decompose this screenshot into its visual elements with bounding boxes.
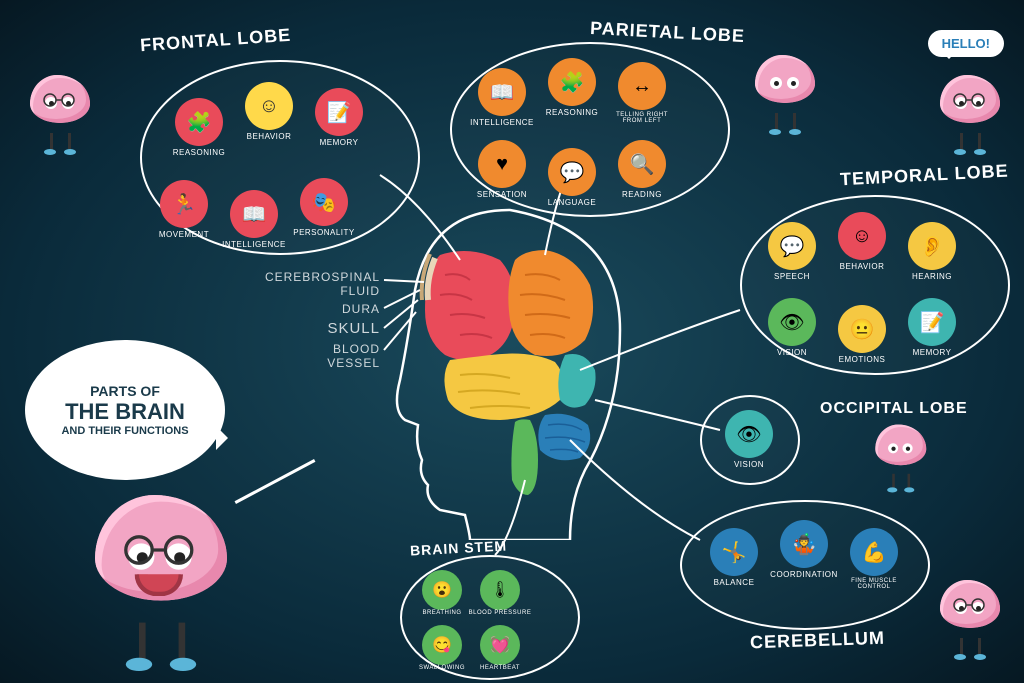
frontal-label-intelligence: INTELLIGENCE: [219, 240, 289, 249]
brain-character-icon: [875, 425, 935, 476]
frontal-icon-reasoning: 🧩: [175, 98, 223, 146]
anatomy-label-skull: SKULL: [296, 320, 380, 337]
temporal-icon-vision: 👁: [768, 298, 816, 346]
cerebellum-icon-coord: 🤹: [780, 520, 828, 568]
brainstem-icon-bp: 🌡: [480, 570, 520, 610]
temporal-label-memory: MEMORY: [897, 348, 967, 357]
temporal-icon-hearing: 👂: [908, 222, 956, 270]
brain-character-icon: [755, 55, 825, 115]
temporal-label-emotions: EMOTIONS: [827, 355, 897, 364]
temporal-label-speech: SPEECH: [757, 272, 827, 281]
hello-speech-bubble: HELLO!: [928, 30, 1004, 57]
anatomy-label-blood: BLOOD VESSEL: [290, 342, 380, 370]
brainstem-icon-swallow: 😋: [422, 625, 462, 665]
temporal-icon-emotions: 😐: [838, 305, 886, 353]
frontal-label-reasoning: REASONING: [164, 148, 234, 157]
frontal-label-movement: MOVEMENT: [149, 230, 219, 239]
cerebellum-title: CEREBELLUM: [750, 628, 886, 654]
cerebellum-label-balance: BALANCE: [699, 578, 769, 587]
title-line-3: AND THEIR FUNCTIONS: [61, 425, 188, 437]
head-profile-diagram: [370, 200, 650, 540]
brain-character-icon: [940, 580, 1010, 640]
parietal-icon-reasoning: 🧩: [548, 58, 596, 106]
temporal-icon-speech: 💬: [768, 222, 816, 270]
parietal-label-reasoning: REASONING: [537, 108, 607, 117]
occipital-icon-vision: 👁: [725, 410, 773, 458]
temporal-label-hearing: HEARING: [897, 272, 967, 281]
cerebellum-label-coord: COORDINATION: [769, 570, 839, 579]
cerebellum-icon-balance: 🤸: [710, 528, 758, 576]
occipital-label-vision: VISION: [714, 460, 784, 469]
brainstem-icon-heart: 💓: [480, 625, 520, 665]
frontal-label-memory: MEMORY: [304, 138, 374, 147]
frontal-icon-behavior: ☺: [245, 82, 293, 130]
parietal-label-reading: READING: [607, 190, 677, 199]
parietal-icon-language: 💬: [548, 148, 596, 196]
parietal-icon-leftright: ↔: [618, 62, 666, 110]
occipital-title: OCCIPITAL LOBE: [820, 400, 968, 418]
anatomy-label-csf: CEREBROSPINAL FLUID: [260, 270, 380, 298]
cerebellum-icon-muscle: 💪: [850, 528, 898, 576]
temporal-title: TEMPORAL LOBE: [840, 161, 1010, 191]
temporal-icon-memory: 📝: [908, 298, 956, 346]
parietal-label-sensation: SENSATION: [467, 190, 537, 199]
brainstem-icon-breathing: 😮: [422, 570, 462, 610]
frontal-icon-memory: 📝: [315, 88, 363, 136]
parietal-icon-intelligence: 📖: [478, 68, 526, 116]
frontal-label-personality: PERSONALITY: [289, 228, 359, 237]
brain-teacher-character-icon: [95, 495, 249, 627]
hello-text: HELLO!: [942, 36, 990, 51]
anatomy-label-dura: DURA: [300, 302, 380, 316]
title-line-2: THE BRAIN: [65, 399, 185, 425]
brainstem-label-bp: BLOOD PRESSURE: [465, 610, 535, 616]
parietal-label-intelligence: INTELLIGENCE: [467, 118, 537, 127]
frontal-icon-personality: 🎭: [300, 178, 348, 226]
title-speech-bubble: PARTS OF THE BRAIN AND THEIR FUNCTIONS: [25, 340, 225, 480]
brain-character-icon: [30, 75, 100, 135]
frontal-title: FRONTAL LOBE: [139, 25, 291, 57]
parietal-label-leftright: TELLING RIGHT FROM LEFT: [607, 112, 677, 124]
parietal-label-language: LANGUAGE: [537, 198, 607, 207]
frontal-label-behavior: BEHAVIOR: [234, 132, 304, 141]
frontal-icon-intelligence: 📖: [230, 190, 278, 238]
brain-character-icon: [940, 75, 1010, 135]
parietal-icon-reading: 🔍: [618, 140, 666, 188]
parietal-icon-sensation: ♥: [478, 140, 526, 188]
title-line-1: PARTS OF: [90, 383, 160, 399]
temporal-label-vision: VISION: [757, 348, 827, 357]
frontal-icon-movement: 🏃: [160, 180, 208, 228]
cerebellum-label-muscle: FINE MUSCLE CONTROL: [839, 578, 909, 590]
temporal-icon-behavior: ☺: [838, 212, 886, 260]
pointer-stick-icon: [235, 459, 316, 504]
temporal-label-behavior: BEHAVIOR: [827, 262, 897, 271]
brainstem-label-heart: HEARTBEAT: [465, 665, 535, 671]
